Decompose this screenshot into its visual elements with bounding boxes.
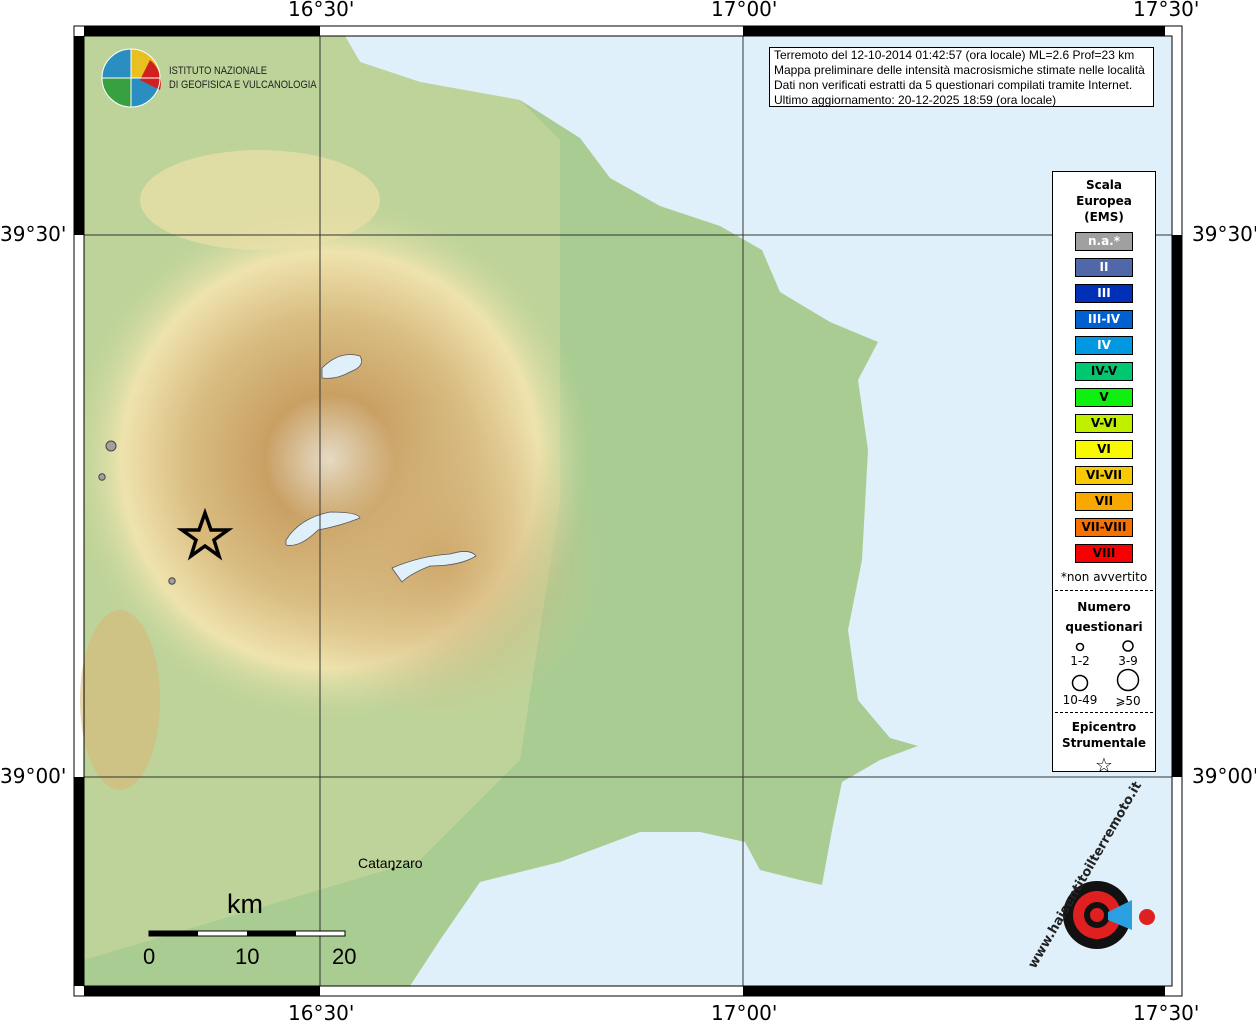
- ems-swatch: III-IV: [1075, 310, 1133, 329]
- epicenter-title: Strumentale: [1061, 736, 1147, 750]
- scale-tick: 0: [143, 944, 156, 969]
- logo-line: DI GEOFISICA E VULCANOLOGIA: [169, 79, 317, 91]
- map-frame: [73, 25, 1183, 997]
- scale-tick: 20: [332, 944, 357, 969]
- count-title: questionari: [1065, 620, 1143, 634]
- bottom-label: 16°30': [288, 1001, 355, 1025]
- intensity-point: [98, 473, 106, 481]
- ems-swatch: III: [1075, 284, 1133, 303]
- right-label: 39°00': [1192, 764, 1256, 788]
- legend-note: *non avvertito: [1060, 570, 1148, 584]
- bottom-label: 17°00': [711, 1001, 778, 1025]
- ems-swatch: V: [1075, 388, 1133, 407]
- graticule: [84, 36, 1172, 986]
- scale-bar: [148, 930, 346, 937]
- lakes: [285, 354, 477, 583]
- count-label: 1-2: [1070, 654, 1090, 668]
- count-label: 10-49: [1063, 693, 1098, 707]
- ems-swatch: IV-V: [1075, 362, 1133, 381]
- info-line: Dati non verificati estratti da 5 questi…: [774, 78, 1133, 92]
- ems-swatch: n.a.*: [1075, 232, 1133, 251]
- haisentito-logo-icon: [1063, 881, 1155, 949]
- divider: [1055, 712, 1153, 713]
- ems-swatch: VIII: [1075, 544, 1133, 563]
- info-line: Ultimo aggiornamento: 20-12-2025 18:59 (…: [774, 93, 1057, 107]
- ems-swatch: V-VI: [1075, 414, 1133, 433]
- info-line: Terremoto del 12-10-2014 01:42:57 (ora l…: [774, 48, 1135, 62]
- count-title: Numero: [1077, 600, 1131, 614]
- event-info-box: Terremoto del 12-10-2014 01:42:57 (ora l…: [769, 47, 1154, 107]
- count-label: 3-9: [1118, 654, 1138, 668]
- top-label: 17°30': [1133, 0, 1200, 21]
- legend-title-line: Europea: [1076, 194, 1132, 208]
- epicenter-title: Epicentro: [1071, 720, 1137, 734]
- ems-swatch: VI-VII: [1075, 466, 1133, 485]
- questionnaire-points: [98, 440, 176, 585]
- info-line: Mappa preliminare delle intensità macros…: [774, 63, 1145, 77]
- place-label: Catanzaro: [358, 855, 423, 871]
- count-symbols: 1-2 3-9 10-49 ⩾50: [1063, 640, 1141, 708]
- top-label: 17°00': [711, 0, 778, 21]
- ems-scale: n.a.* II III III-IV IV IV-V V V-VI VI VI-VII VII VI…: [1053, 232, 1155, 563]
- catanzaro-marker: [391, 867, 395, 871]
- epicenter-legend-star-icon: ☆: [1095, 753, 1113, 777]
- left-label: 39°00': [0, 764, 67, 788]
- right-label: 39°30': [1192, 222, 1256, 246]
- count-label: ⩾50: [1115, 694, 1140, 708]
- logo-line: ISTITUTO NAZIONALE: [169, 65, 268, 77]
- bottom-label: 17°30': [1133, 1001, 1200, 1025]
- ems-swatch: II: [1075, 258, 1133, 277]
- divider: [1055, 590, 1153, 591]
- left-label: 39°30': [0, 222, 67, 246]
- legend: Scala Europea (EMS) n.a.* II III III-IV IV IV…: [1052, 171, 1156, 777]
- intensity-point: [168, 577, 176, 585]
- legend-title: Scala Europea (EMS): [1053, 177, 1155, 225]
- legend-title-line: Scala: [1085, 178, 1123, 192]
- ems-swatch: VII-VIII: [1075, 518, 1133, 537]
- scale-tick: 10: [235, 944, 260, 969]
- intensity-point: [105, 440, 117, 452]
- ingv-logo-text: ISTITUTO NAZIONALE DI GEOFISICA E VULCAN…: [169, 64, 317, 92]
- ems-swatch: IV: [1075, 336, 1133, 355]
- scale-unit: km: [227, 889, 263, 919]
- epicenter-star-icon: [176, 507, 234, 561]
- legend-title-line: (EMS): [1084, 210, 1124, 224]
- ems-swatch: VI: [1075, 440, 1133, 459]
- top-label: 16°30': [288, 0, 355, 21]
- ems-swatch: VII: [1075, 492, 1133, 511]
- ingv-logo-icon: [101, 48, 161, 108]
